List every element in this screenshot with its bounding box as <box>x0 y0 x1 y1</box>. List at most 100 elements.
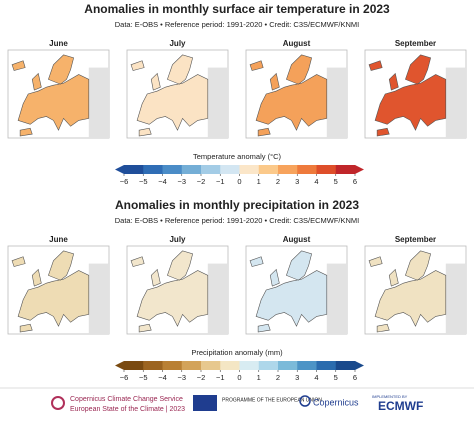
colorbar-segment <box>162 165 183 174</box>
colorbar-segment <box>335 165 356 174</box>
month-label: September <box>395 39 436 48</box>
colorbar-label: Temperature anomaly (°C) <box>193 152 282 161</box>
colorbar-tick-label: 1 <box>257 177 261 186</box>
colorbar-tick-label: −5 <box>139 373 148 382</box>
land <box>11 54 90 137</box>
colorbar-tick-label: 3 <box>295 177 299 186</box>
panel-subtitle: Data: E-OBS • Reference period: 1991-202… <box>115 20 360 29</box>
colorbar-segment <box>220 165 240 174</box>
colorbar-segment <box>201 361 221 370</box>
month-label: August <box>283 39 311 48</box>
no-data-area <box>326 67 347 138</box>
colorbar-arrow <box>115 165 124 174</box>
land <box>368 54 447 137</box>
eu-text: PROGRAMME OF THE EUROPEAN UNION <box>222 397 322 403</box>
land <box>368 250 447 333</box>
colorbar-segment <box>278 361 298 370</box>
colorbar-arrow <box>115 361 124 370</box>
map <box>11 250 109 334</box>
month-label: June <box>49 235 68 244</box>
colorbar-arrow <box>355 361 364 370</box>
month-label: June <box>49 39 68 48</box>
colorbar-segment <box>335 361 356 370</box>
copernicus-logo <box>299 395 311 407</box>
no-data-area <box>88 67 109 138</box>
land <box>130 250 209 333</box>
colorbar-tick-label: 0 <box>237 373 241 382</box>
colorbar-segment <box>297 165 317 174</box>
month-label: August <box>283 235 311 244</box>
land <box>130 54 209 137</box>
colorbar-tick-label: −1 <box>216 373 225 382</box>
colorbar-tick-label: 4 <box>314 373 318 382</box>
c3s-logo <box>51 396 65 410</box>
panel-subtitle: Data: E-OBS • Reference period: 1991-202… <box>115 216 360 225</box>
map <box>368 54 466 138</box>
land <box>249 54 328 137</box>
colorbar-tick-label: −6 <box>120 177 129 186</box>
colorbar-tick-label: −3 <box>177 177 186 186</box>
colorbar-segment <box>239 361 260 370</box>
month-label: September <box>395 235 436 244</box>
map <box>249 54 347 138</box>
colorbar-segment <box>316 361 337 370</box>
map <box>249 250 347 334</box>
c3s-report: European State of the Climate | 2023 <box>70 406 185 413</box>
colorbar-segment <box>124 165 144 174</box>
colorbar-segment <box>220 361 240 370</box>
colorbar-tick-label: 5 <box>334 177 338 186</box>
colorbar-tick-label: −6 <box>120 373 129 382</box>
no-data-area <box>445 263 466 334</box>
implemented-text: IMPLEMENTED BY <box>372 394 408 399</box>
colorbar-tick-label: 3 <box>295 373 299 382</box>
colorbar-tick-label: 0 <box>237 177 241 186</box>
colorbar-tick-label: 4 <box>314 177 318 186</box>
colorbar-segment <box>316 165 337 174</box>
map <box>11 54 109 138</box>
no-data-area <box>326 263 347 334</box>
panel-title: Anomalies in monthly surface air tempera… <box>84 2 390 16</box>
colorbar-segment <box>124 361 144 370</box>
colorbar-segment <box>143 361 163 370</box>
colorbar-segment <box>201 165 221 174</box>
no-data-area <box>207 67 228 138</box>
colorbar-label: Precipitation anomaly (mm) <box>191 348 283 357</box>
colorbar-tick-label: 6 <box>353 177 357 186</box>
colorbar-tick-label: 2 <box>276 177 280 186</box>
month-label: July <box>169 39 186 48</box>
colorbar-segment <box>258 165 279 174</box>
colorbar-segment <box>278 165 298 174</box>
no-data-area <box>88 263 109 334</box>
month-label: July <box>169 235 186 244</box>
colorbar-tick-label: 6 <box>353 373 357 382</box>
colorbar-tick-label: −4 <box>158 177 167 186</box>
colorbar-segment <box>181 361 202 370</box>
ecmwf-text: ECMWF <box>378 399 423 413</box>
colorbar-segment <box>181 165 202 174</box>
colorbar-tick-label: −3 <box>177 373 186 382</box>
copernicus-text: Copernicus <box>313 397 359 407</box>
land <box>11 250 90 333</box>
c3s-name: Copernicus Climate Change Service <box>70 396 183 403</box>
colorbar-segment <box>297 361 317 370</box>
colorbar-tick-label: −2 <box>197 373 206 382</box>
colorbar-segment <box>162 361 183 370</box>
colorbar-segment <box>143 165 163 174</box>
map <box>130 54 228 138</box>
colorbar-tick-label: 1 <box>257 373 261 382</box>
map <box>368 250 466 334</box>
land <box>249 250 328 333</box>
colorbar-tick-label: 2 <box>276 373 280 382</box>
colorbar-arrow <box>355 165 364 174</box>
no-data-area <box>445 67 466 138</box>
colorbar-segment <box>258 361 279 370</box>
colorbar-tick-label: −2 <box>197 177 206 186</box>
colorbar-tick-label: −4 <box>158 373 167 382</box>
colorbar-tick-label: −1 <box>216 177 225 186</box>
colorbar-tick-label: −5 <box>139 177 148 186</box>
eu-flag <box>193 395 217 411</box>
panel-title: Anomalies in monthly precipitation in 20… <box>115 198 359 212</box>
no-data-area <box>207 263 228 334</box>
colorbar-tick-label: 5 <box>334 373 338 382</box>
